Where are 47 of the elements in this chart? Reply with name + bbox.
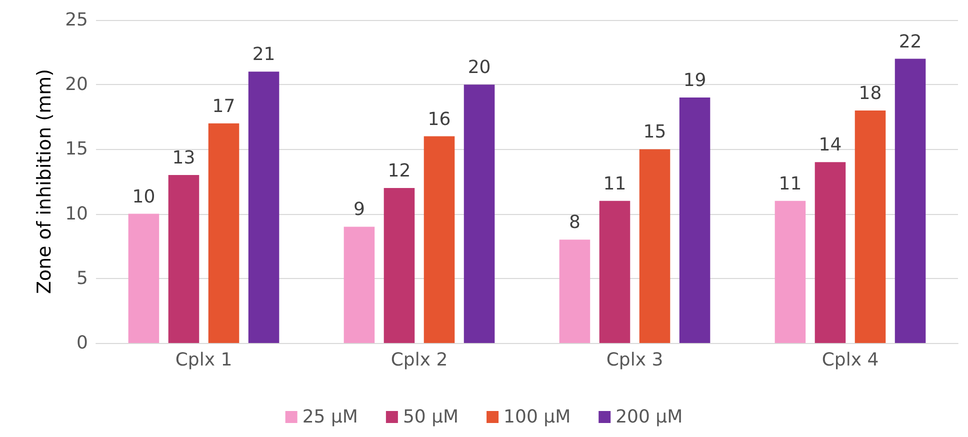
bar	[894, 58, 926, 343]
data-label: 11	[778, 173, 802, 194]
y-tick-label: 0	[76, 332, 88, 354]
bar	[599, 200, 630, 343]
data-label: 12	[388, 160, 411, 182]
bar	[774, 200, 806, 343]
bar	[679, 98, 710, 343]
data-label: 16	[428, 108, 451, 130]
legend-label: 50 µM	[402, 406, 459, 428]
data-label: 21	[252, 44, 276, 66]
data-label: 11	[603, 173, 626, 194]
data-label: 9	[353, 199, 365, 220]
bar	[424, 136, 455, 343]
legend-label: 200 µM	[616, 406, 683, 428]
data-label: 18	[858, 82, 882, 104]
bar	[128, 214, 160, 343]
bar	[344, 226, 375, 343]
legend-label: 100 µM	[504, 406, 571, 428]
data-label: 15	[643, 122, 666, 143]
x-tick-label: Cplx 2	[390, 350, 448, 370]
legend-label: 25 µM	[302, 406, 358, 428]
data-label: 8	[568, 212, 580, 234]
bar	[559, 240, 590, 343]
data-label: 14	[818, 134, 842, 156]
y-tick-label: 5	[76, 268, 88, 289]
y-tick-label: 15	[65, 138, 88, 160]
y-tick-label: 20	[65, 74, 88, 96]
bar	[639, 149, 670, 343]
x-tick-label: Cplx 3	[606, 350, 664, 370]
data-label: 10	[132, 186, 156, 208]
data-label: 19	[683, 70, 706, 92]
bar	[168, 175, 200, 343]
y-tick-label: 10	[65, 203, 88, 224]
bar	[384, 188, 415, 343]
data-label: 13	[172, 148, 196, 169]
y-tick-label: 25	[65, 10, 88, 30]
y-axis-title: Zone of inhibition (mm)	[34, 68, 56, 294]
bar	[814, 162, 846, 343]
bar	[854, 110, 886, 343]
data-label: 17	[212, 96, 236, 117]
bar	[464, 84, 495, 343]
data-label: 22	[898, 31, 922, 52]
x-tick-label: Cplx 4	[822, 350, 879, 370]
x-tick-label: Cplx 1	[175, 350, 232, 370]
bar	[248, 72, 280, 343]
bar	[208, 123, 240, 343]
data-label: 20	[468, 57, 491, 78]
